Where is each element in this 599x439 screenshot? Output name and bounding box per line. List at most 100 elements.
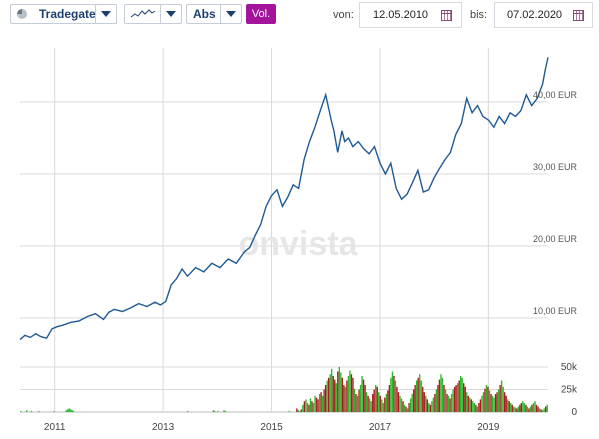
volume-bar — [541, 410, 544, 412]
to-label: bis: — [470, 9, 488, 21]
volume-bar — [306, 403, 309, 412]
volume-tick-label: 50k — [561, 362, 578, 373]
volume-bar — [375, 385, 377, 412]
volume-bar — [350, 374, 353, 412]
price-tick-label: 30,00 EUR — [533, 162, 578, 172]
volume-bar — [349, 370, 351, 412]
volume-bar — [309, 398, 312, 412]
volume-bar — [472, 401, 474, 412]
volume-bar — [456, 383, 459, 412]
volume-bar — [362, 379, 365, 412]
volume-bar — [488, 390, 491, 412]
volume-bar — [320, 392, 322, 412]
volume-bar — [341, 377, 344, 412]
volume-bar — [441, 377, 444, 412]
volume-bar — [344, 386, 347, 412]
volume-bar — [390, 377, 392, 412]
volume-bar — [535, 404, 538, 412]
volume-bar — [71, 410, 73, 412]
volume-bar — [297, 410, 300, 412]
price-line — [19, 57, 549, 341]
volume-bar — [337, 371, 339, 412]
volume-bar — [340, 372, 342, 412]
volume-bar — [323, 389, 325, 412]
volume-bar — [469, 397, 471, 412]
volume-bar — [26, 410, 28, 412]
volume-bar — [538, 408, 541, 412]
volume-bar — [517, 406, 520, 412]
volume-bar — [382, 403, 384, 412]
volume-bar — [519, 404, 521, 412]
volume-bar — [479, 399, 482, 412]
volume-bar — [447, 395, 450, 412]
volume-bar — [384, 397, 386, 412]
axis-labels: 10,00 EUR 20,00 EUR 30,00 EUR 40,00 EUR 0 25k… — [44, 90, 578, 433]
volume-bar — [308, 404, 310, 412]
volume-bar — [412, 389, 415, 412]
scale-mode-dropdown-arrow[interactable] — [220, 4, 242, 24]
volume-bar — [437, 385, 439, 412]
volume-bar — [491, 395, 494, 412]
volume-bar — [467, 395, 469, 412]
volume-bar — [510, 403, 512, 412]
volume-bar — [334, 379, 336, 412]
volume-bar — [300, 409, 303, 412]
volume-bar — [464, 386, 466, 412]
volume-bars — [20, 367, 548, 412]
x-tick-label: 2019 — [477, 422, 500, 433]
volume-bar — [473, 403, 476, 412]
volume-bar — [70, 409, 72, 412]
volume-bar — [303, 401, 306, 412]
exchange-dropdown-arrow[interactable] — [95, 4, 117, 24]
x-tick-label: 2017 — [369, 422, 392, 433]
volume-bar — [507, 399, 509, 412]
watermark-text: onvista — [238, 225, 358, 263]
volume-bar — [449, 398, 451, 412]
volume-toggle-button[interactable]: Vol. — [246, 4, 276, 24]
volume-bar — [490, 394, 492, 412]
volume-bar — [463, 383, 465, 412]
volume-bar — [335, 383, 337, 412]
volume-bar — [444, 389, 447, 412]
volume-bar — [396, 386, 398, 412]
volume-bar — [67, 409, 69, 412]
to-date-field[interactable]: 07.02.2020 — [494, 2, 593, 28]
volume-bar — [500, 380, 503, 412]
exchange-select[interactable]: Tradegate — [10, 4, 117, 24]
volume-bar — [417, 377, 419, 412]
from-date-value: 12.05.2010 — [373, 9, 429, 21]
volume-bar — [328, 377, 330, 412]
x-tick-label: 2015 — [260, 422, 283, 433]
volume-bar — [299, 411, 301, 412]
volume-bar — [20, 411, 22, 412]
volume-bar — [381, 399, 383, 412]
volume-bar — [497, 389, 500, 412]
volume-bar — [505, 395, 507, 412]
calendar-icon[interactable] — [573, 10, 584, 21]
volume-bar — [315, 397, 318, 412]
calendar-icon[interactable] — [441, 10, 452, 21]
volume-bar — [546, 404, 548, 412]
volume-bar — [186, 411, 189, 412]
volume-bar — [393, 376, 395, 412]
to-date-value: 07.02.2020 — [507, 9, 563, 21]
volume-bar — [346, 380, 348, 412]
volume-bar — [305, 399, 307, 412]
volume-bar — [446, 394, 448, 412]
volume-bar — [324, 385, 327, 412]
volume-bar — [526, 406, 529, 412]
volume-tick-label: 0 — [571, 407, 577, 418]
volume-bar — [450, 394, 453, 412]
volume-bar — [347, 376, 350, 412]
volume-bar — [531, 404, 533, 412]
from-date-field[interactable]: 12.05.2010 — [359, 2, 462, 28]
volume-bar — [406, 408, 409, 412]
chart-type-dropdown-arrow[interactable] — [160, 4, 182, 24]
price-chart[interactable]: onvista 10,00 EUR 20,00 EUR 30,00 EUR 40,00… — [0, 30, 599, 439]
volume-bar — [460, 376, 462, 412]
volume-bar — [400, 398, 403, 412]
volume-bar — [214, 411, 216, 412]
volume-bar — [513, 406, 515, 412]
volume-bar — [73, 411, 75, 412]
volume-bar — [499, 385, 501, 412]
